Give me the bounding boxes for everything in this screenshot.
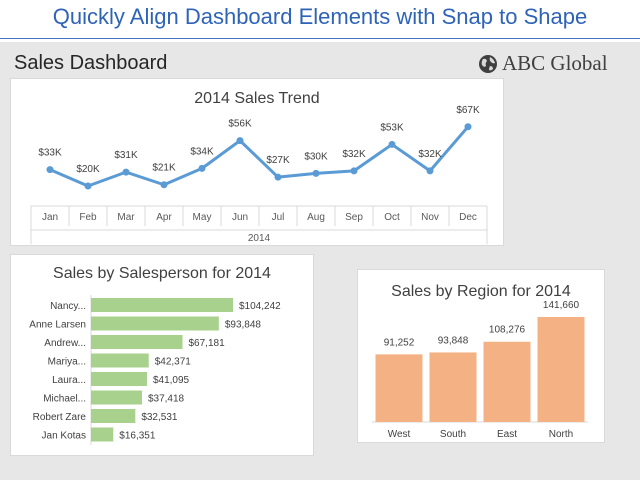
data-point	[236, 137, 244, 145]
data-label: $32K	[342, 149, 366, 160]
bar	[91, 390, 142, 405]
dashboard-title: Sales Dashboard	[14, 52, 168, 74]
x-tick-label: Dec	[459, 212, 477, 223]
data-label: $67K	[456, 105, 480, 116]
category-label: Andrew...	[44, 338, 86, 349]
x-tick-label: East	[497, 429, 517, 440]
chart-title: Sales by Salesperson for 2014	[53, 265, 271, 282]
data-point	[122, 168, 130, 176]
banner: Quickly Align Dashboard Elements with Sn…	[0, 0, 640, 40]
data-label: $34K	[190, 146, 214, 157]
region-chart[interactable]: Sales by Region for 2014 91,252 West 93,84…	[357, 269, 605, 443]
data-point	[46, 166, 54, 174]
x-tick-label: North	[549, 429, 573, 440]
data-label: $32K	[418, 149, 442, 160]
data-point	[350, 167, 358, 175]
bar	[375, 354, 423, 422]
category-label: Laura...	[52, 375, 86, 386]
globe-icon	[479, 54, 497, 73]
data-point	[388, 140, 396, 148]
bar	[91, 353, 149, 368]
data-label: 93,848	[438, 335, 469, 346]
hbar-chart-svg: Nancy... $104,242 Anne Larsen $93,848 Andrew…	[29, 295, 281, 445]
x-tick-label: Jun	[232, 212, 248, 223]
data-label: $32,531	[141, 412, 178, 423]
data-label: $37,418	[148, 394, 185, 405]
bar	[91, 409, 136, 423]
data-point	[426, 167, 434, 175]
x-axis-label: 2014	[248, 233, 271, 244]
bar	[91, 316, 219, 331]
x-tick-label: Oct	[384, 212, 400, 223]
bar	[429, 352, 477, 422]
bar	[537, 317, 585, 422]
x-tick-label: May	[193, 212, 212, 223]
x-tick-label: South	[440, 429, 466, 440]
bar	[91, 298, 233, 312]
x-tick-label: Jul	[272, 212, 285, 223]
company-logo: ABC Global	[478, 51, 608, 76]
bar	[91, 427, 114, 442]
x-tick-label: Apr	[156, 212, 172, 223]
series-line	[49, 125, 470, 188]
data-label: 141,660	[543, 300, 580, 311]
data-label: $53K	[380, 122, 404, 133]
x-tick-label: West	[388, 429, 411, 440]
x-tick-label: Feb	[79, 212, 97, 223]
bar	[91, 335, 183, 349]
x-tick-label: Aug	[307, 212, 325, 223]
category-label: Jan Kotas	[42, 431, 86, 442]
data-label: $104,242	[239, 301, 281, 312]
data-point	[464, 123, 472, 131]
data-point	[84, 182, 92, 190]
data-label: 108,276	[489, 325, 526, 336]
data-point	[160, 181, 168, 189]
x-tick-label: Jan	[42, 212, 58, 223]
category-label: Nancy...	[50, 301, 86, 312]
chart-title: Sales by Region for 2014	[391, 283, 571, 300]
data-label: $21K	[152, 163, 176, 174]
vbar-chart-svg: 91,252 West 93,848 South 108,276 East 141,660 N…	[372, 300, 588, 440]
data-point	[312, 169, 320, 177]
data-label: $31K	[114, 150, 138, 161]
category-label: Robert Zare	[33, 412, 87, 423]
salesperson-chart[interactable]: Sales by Salesperson for 2014 Nancy... $1…	[10, 254, 314, 456]
banner-title: Quickly Align Dashboard Elements with Sn…	[52, 4, 588, 29]
category-label: Michael...	[43, 394, 86, 405]
data-label: $67,181	[189, 338, 226, 349]
data-point	[198, 164, 206, 172]
chart-title: 2014 Sales Trend	[194, 90, 320, 107]
category-label: Mariya...	[48, 357, 86, 368]
data-label: $93,848	[225, 320, 262, 331]
sales-trend-chart[interactable]: 2014 Sales Trend $33K Jan $20K Feb $31K Mar $2…	[10, 78, 504, 246]
data-label: $30K	[304, 151, 328, 162]
bar	[91, 372, 147, 386]
data-label: $33K	[38, 148, 62, 159]
data-label: $16,351	[119, 431, 156, 442]
bar	[483, 341, 531, 422]
data-label: $41,095	[153, 375, 190, 386]
x-tick-label: Nov	[421, 212, 439, 223]
data-label: $56K	[228, 119, 252, 130]
x-tick-label: Sep	[345, 212, 363, 223]
x-tick-label: Mar	[117, 212, 135, 223]
data-label: 91,252	[384, 337, 415, 348]
data-point	[274, 173, 282, 181]
banner-divider	[0, 38, 640, 39]
data-label: $27K	[266, 155, 290, 166]
data-label: $20K	[76, 164, 100, 175]
line-chart-svg: $33K Jan $20K Feb $31K Mar $21K Apr $34K May $56K J…	[30, 105, 488, 244]
logo-text: ABC Global	[502, 51, 608, 75]
data-label: $42,371	[155, 357, 192, 368]
category-label: Anne Larsen	[29, 320, 86, 331]
